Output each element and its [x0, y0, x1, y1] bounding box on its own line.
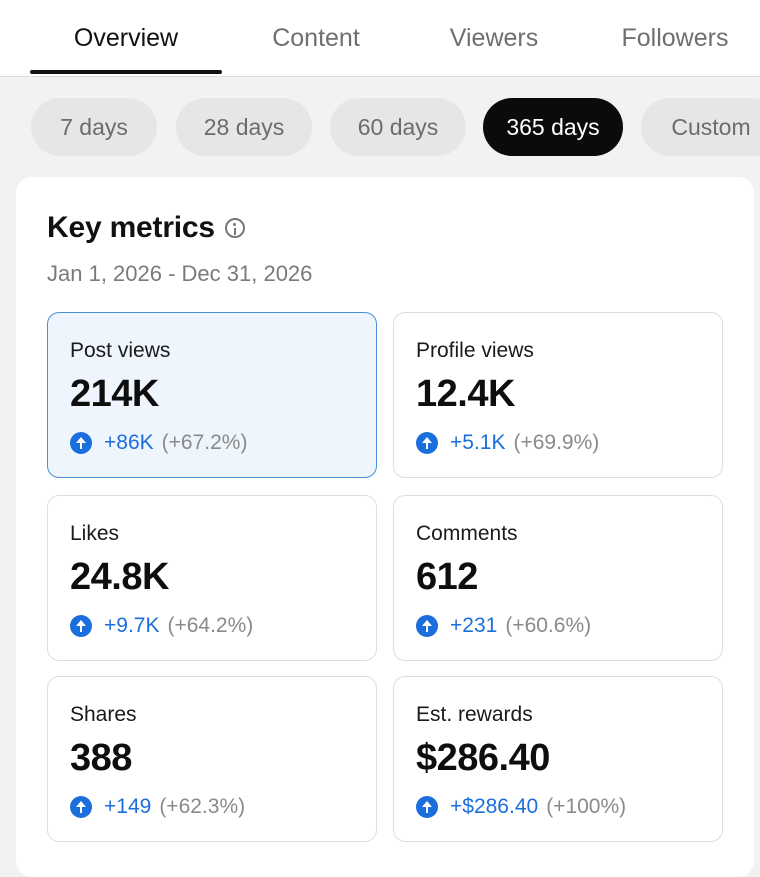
- metric-percent: (+69.9%): [513, 431, 600, 454]
- tab-followers[interactable]: Followers: [621, 23, 729, 52]
- range-chip-28-days[interactable]: 28 days: [176, 98, 312, 156]
- arrow-up-icon: [70, 432, 92, 454]
- key-metrics-panel: Key metrics Jan 1, 2026 - Dec 31, 2026 P…: [16, 177, 754, 877]
- metric-value: 214K: [70, 373, 159, 415]
- date-range-chips: 7 days 28 days 60 days 365 days Custom: [0, 98, 760, 156]
- metric-card-post-views[interactable]: Post views 214K +86K (+67.2%): [47, 312, 377, 478]
- metric-change: +231 (+60.6%): [416, 614, 591, 638]
- arrow-up-icon: [416, 432, 438, 454]
- metric-card-shares[interactable]: Shares 388 +149 (+62.3%): [47, 676, 377, 842]
- metric-percent: (+60.6%): [505, 614, 592, 637]
- metric-value: 24.8K: [70, 556, 169, 598]
- metric-delta: +9.7K: [104, 614, 160, 637]
- metric-label: Post views: [70, 339, 171, 362]
- arrow-up-icon: [416, 796, 438, 818]
- active-tab-indicator: [30, 70, 222, 74]
- range-chip-custom[interactable]: Custom: [641, 98, 760, 156]
- metric-value: 612: [416, 556, 478, 598]
- metric-card-profile-views[interactable]: Profile views 12.4K +5.1K (+69.9%): [393, 312, 723, 478]
- metric-percent: (+67.2%): [161, 431, 248, 454]
- tab-content[interactable]: Content: [272, 23, 360, 52]
- metric-delta: +86K: [104, 431, 154, 454]
- date-range-label: Jan 1, 2026 - Dec 31, 2026: [47, 261, 313, 286]
- metric-value: 12.4K: [416, 373, 515, 415]
- range-chip-60-days[interactable]: 60 days: [330, 98, 466, 156]
- metric-delta: +5.1K: [450, 431, 506, 454]
- range-chip-7-days[interactable]: 7 days: [31, 98, 157, 156]
- key-metrics-header: Key metrics: [47, 211, 245, 245]
- metric-label: Profile views: [416, 339, 534, 362]
- metric-label: Likes: [70, 522, 120, 545]
- tab-overview[interactable]: Overview: [73, 23, 179, 52]
- arrow-up-icon: [416, 615, 438, 637]
- metric-delta: +149: [104, 795, 152, 818]
- info-icon[interactable]: [224, 218, 245, 238]
- key-metrics-title: Key metrics: [47, 211, 215, 244]
- metric-card-est-rewards[interactable]: Est. rewards $286.40 +$286.40 (+100%): [393, 676, 723, 842]
- metric-change: +$286.40 (+100%): [416, 795, 626, 819]
- metric-value: 388: [70, 737, 132, 779]
- range-chip-365-days[interactable]: 365 days: [483, 98, 623, 156]
- metric-delta: +231: [450, 614, 498, 637]
- metric-percent: (+62.3%): [159, 795, 246, 818]
- metric-change: +9.7K (+64.2%): [70, 614, 253, 638]
- metric-label: Comments: [416, 522, 518, 545]
- metric-card-likes[interactable]: Likes 24.8K +9.7K (+64.2%): [47, 495, 377, 661]
- arrow-up-icon: [70, 615, 92, 637]
- metric-card-comments[interactable]: Comments 612 +231 (+60.6%): [393, 495, 723, 661]
- metric-percent: (+64.2%): [167, 614, 254, 637]
- metric-change: +86K (+67.2%): [70, 431, 247, 455]
- metric-label: Shares: [70, 703, 137, 726]
- metric-delta: +$286.40: [450, 795, 539, 818]
- metric-value: $286.40: [416, 737, 550, 779]
- tab-bar: Overview Content Viewers Followers: [0, 0, 760, 77]
- tab-viewers[interactable]: Viewers: [449, 23, 539, 52]
- arrow-up-icon: [70, 796, 92, 818]
- metric-label: Est. rewards: [416, 703, 533, 726]
- metric-change: +5.1K (+69.9%): [416, 431, 599, 455]
- metric-change: +149 (+62.3%): [70, 795, 245, 819]
- metric-percent: (+100%): [546, 795, 627, 818]
